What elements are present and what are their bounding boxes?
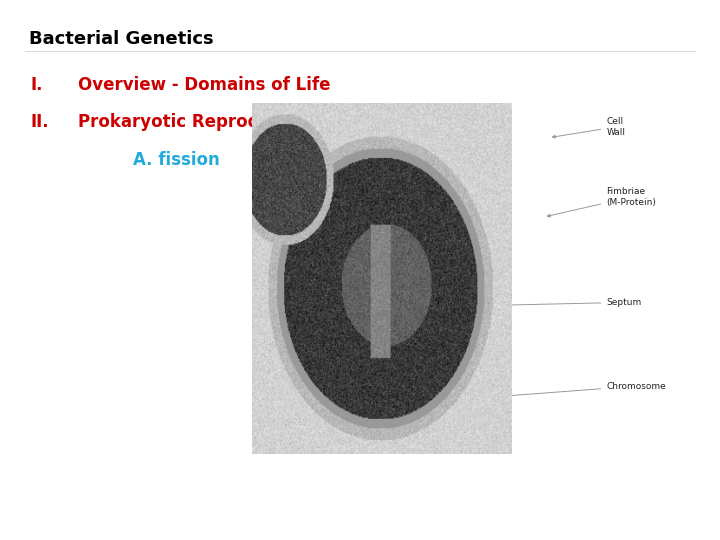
Text: Cell
Wall: Cell Wall (552, 117, 625, 138)
Text: I.: I. (30, 76, 42, 93)
Text: Fimbriae
(M-Protein): Fimbriae (M-Protein) (547, 187, 656, 217)
Text: II.: II. (30, 113, 49, 131)
Text: A. fission: A. fission (133, 151, 220, 169)
Text: Prokaryotic Reproduction: Prokaryotic Reproduction (78, 113, 318, 131)
Text: Chromosome: Chromosome (497, 382, 666, 398)
Text: Bacterial Genetics: Bacterial Genetics (29, 30, 213, 48)
Text: Overview - Domains of Life: Overview - Domains of Life (78, 76, 330, 93)
Text: Septum: Septum (508, 298, 642, 307)
